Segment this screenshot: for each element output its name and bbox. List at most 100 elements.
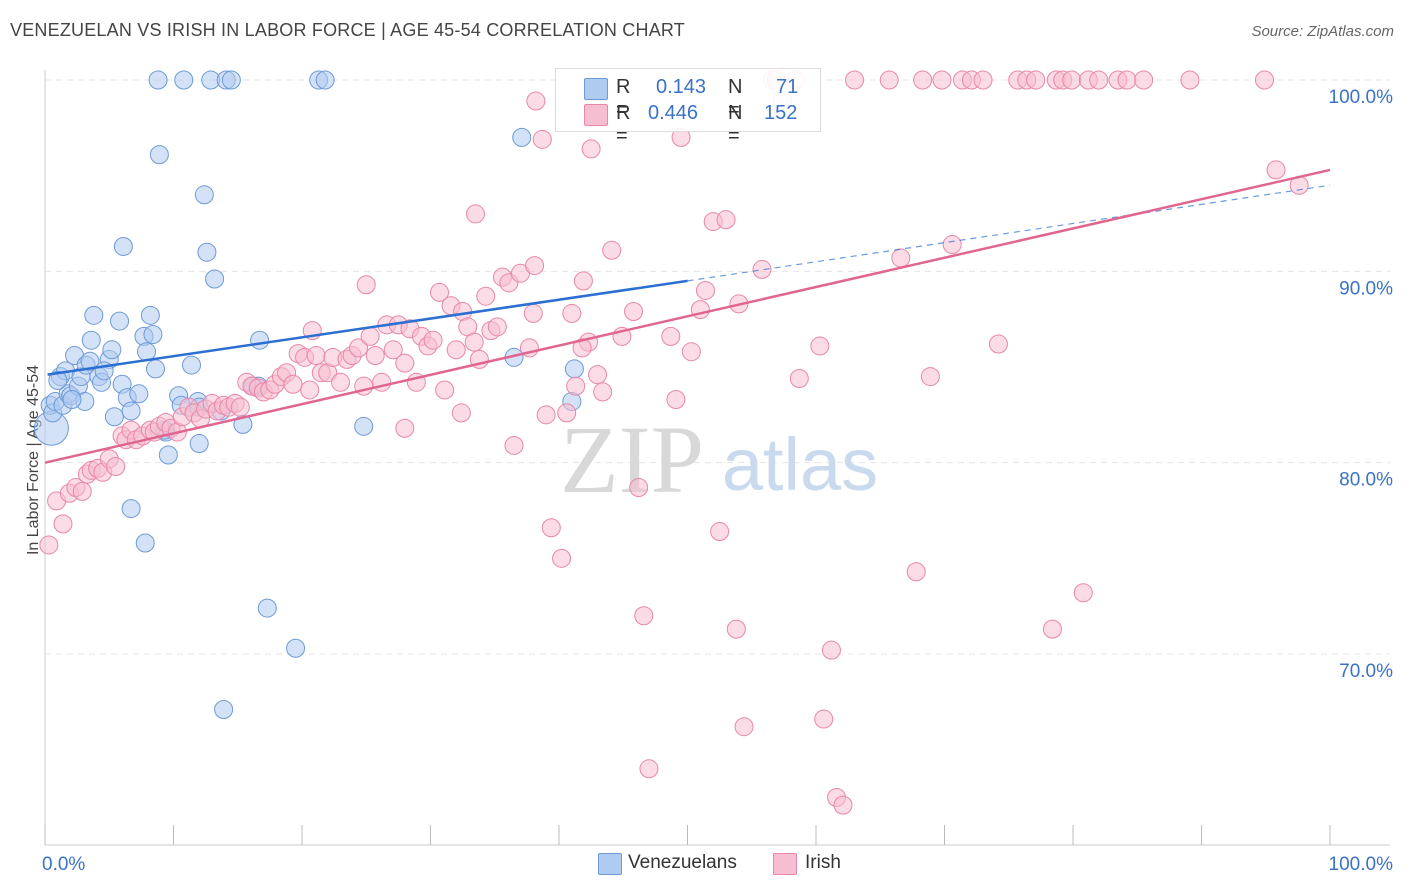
venezuelans-point (221, 70, 241, 90)
irish-point (634, 606, 654, 626)
venezuelans-point (214, 699, 234, 719)
venezuelans-point (149, 145, 169, 165)
axes (44, 70, 1390, 846)
watermark: ZIP atlas (560, 406, 878, 513)
irish-point (710, 522, 730, 542)
irish-point (988, 334, 1008, 354)
irish-point (1073, 583, 1093, 603)
venezuelans-legend-swatch (598, 853, 622, 875)
legend-r-value: 0.446 (648, 102, 699, 124)
irish-swatch (584, 104, 608, 126)
irish-trend-line (44, 168, 1331, 464)
venezuelans-point (102, 340, 122, 360)
venezuelans-point (181, 355, 201, 375)
irish-point (429, 282, 449, 302)
stats-legend: R = 0.143 N = 71 R = 0.446 N = 152 (555, 68, 821, 147)
venezuelans-legend-label: Venezuelans (628, 852, 737, 873)
legend-n-label: N = (728, 102, 743, 147)
irish-point (106, 456, 126, 476)
irish-point (695, 280, 715, 300)
chart-title: VENEZUELAN VS IRISH IN LABOR FORCE | AGE… (10, 20, 685, 40)
venezuelans-point (146, 359, 166, 379)
source-label: Source: ZipAtlas.com (1251, 23, 1394, 40)
venezuelans-point (62, 390, 82, 410)
venezuelans-point (189, 434, 209, 454)
irish-point (53, 514, 73, 534)
irish-point (920, 367, 940, 387)
irish-point (230, 397, 250, 417)
irish-point (435, 380, 455, 400)
irish-legend-swatch (773, 853, 797, 875)
irish-point (465, 204, 485, 224)
irish-point (1042, 619, 1062, 639)
irish-point (526, 91, 546, 111)
irish-legend-label: Irish (805, 852, 841, 873)
irish-point (504, 435, 524, 455)
irish-point (536, 405, 556, 425)
irish-point (541, 518, 561, 538)
venezuelans-point (354, 416, 374, 436)
irish-point (349, 338, 369, 358)
irish-point (566, 376, 586, 396)
irish-point (306, 346, 326, 366)
irish-point (487, 317, 507, 337)
irish-point (423, 330, 443, 350)
irish-point (523, 303, 543, 323)
legend-r-value: 0.143 (656, 76, 707, 98)
irish-point (588, 365, 608, 385)
irish-point (356, 275, 376, 295)
venezuelans-swatch (584, 78, 608, 100)
venezuelans-trend-extension (687, 184, 1331, 282)
venezuelans-point (81, 330, 101, 350)
venezuelans-trend-line (47, 279, 688, 376)
irish-point (39, 535, 59, 555)
irish-point (383, 340, 403, 360)
y-tick-labels: 70.0% 80.0% 90.0% 100.0% (1329, 87, 1394, 682)
irish-point (1089, 70, 1109, 90)
irish-point (879, 70, 899, 90)
irish-point (581, 139, 601, 159)
venezuelans-point (564, 359, 584, 379)
trend-lines (44, 168, 1331, 464)
irish-point (525, 256, 545, 276)
irish-point (532, 129, 552, 149)
venezuelans-point (48, 370, 68, 390)
venezuelans-point (205, 269, 225, 289)
y-tick-label: 90.0% (1339, 278, 1393, 299)
venezuelans-point (512, 127, 532, 147)
watermark-atlas: atlas (722, 423, 878, 506)
irish-point (300, 380, 320, 400)
irish-point (476, 286, 496, 306)
irish-point (464, 332, 484, 352)
irish-point (1134, 70, 1154, 90)
irish-point (639, 759, 659, 779)
venezuelans-point (194, 185, 214, 205)
irish-point (906, 562, 926, 582)
y-tick-label: 100.0% (1329, 87, 1394, 108)
irish-point (395, 418, 415, 438)
venezuelans-point (143, 324, 163, 344)
venezuelans-point (110, 311, 130, 331)
irish-point (451, 403, 471, 423)
irish-point (624, 302, 644, 322)
irish-point (814, 709, 834, 729)
irish-point (726, 619, 746, 639)
legend-n-label: N = (728, 76, 743, 121)
venezuelans-point (148, 70, 168, 90)
irish-point (1180, 70, 1200, 90)
venezuelans-point (80, 351, 100, 371)
x-tick-label: 0.0% (42, 854, 85, 875)
irish-point (734, 717, 754, 737)
irish-point (661, 326, 681, 346)
venezuelans-point (250, 330, 270, 350)
venezuelans-point (315, 70, 335, 90)
irish-point (593, 382, 613, 402)
irish-point (1026, 70, 1046, 90)
irish-point (552, 548, 572, 568)
irish-point (602, 240, 622, 260)
venezuelans-point (140, 305, 160, 325)
irish-point (395, 353, 415, 373)
venezuelans-point (104, 407, 124, 427)
y-tick-label: 80.0% (1339, 470, 1393, 491)
irish-point (666, 390, 686, 410)
